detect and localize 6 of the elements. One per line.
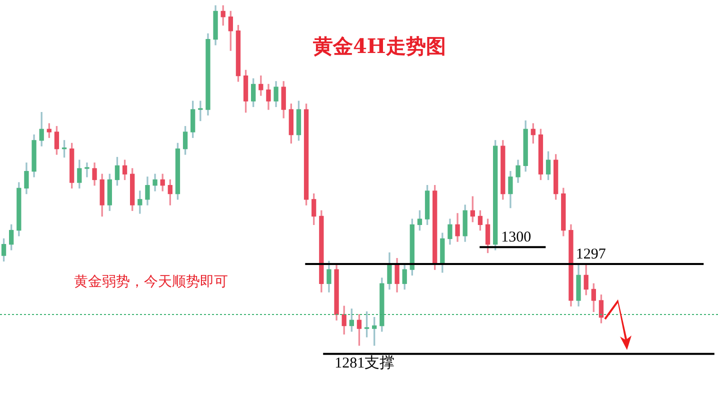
candlestick [84, 162, 90, 178]
text: 黄金4H走势图 [313, 33, 446, 60]
annotation: 黄金弱势，今天顺势即可 [74, 273, 228, 291]
ref-line-label: 1300 [501, 230, 532, 246]
ref-line-label: 1281支撑 [334, 354, 395, 372]
ref-line-label: 1297 [576, 246, 606, 262]
